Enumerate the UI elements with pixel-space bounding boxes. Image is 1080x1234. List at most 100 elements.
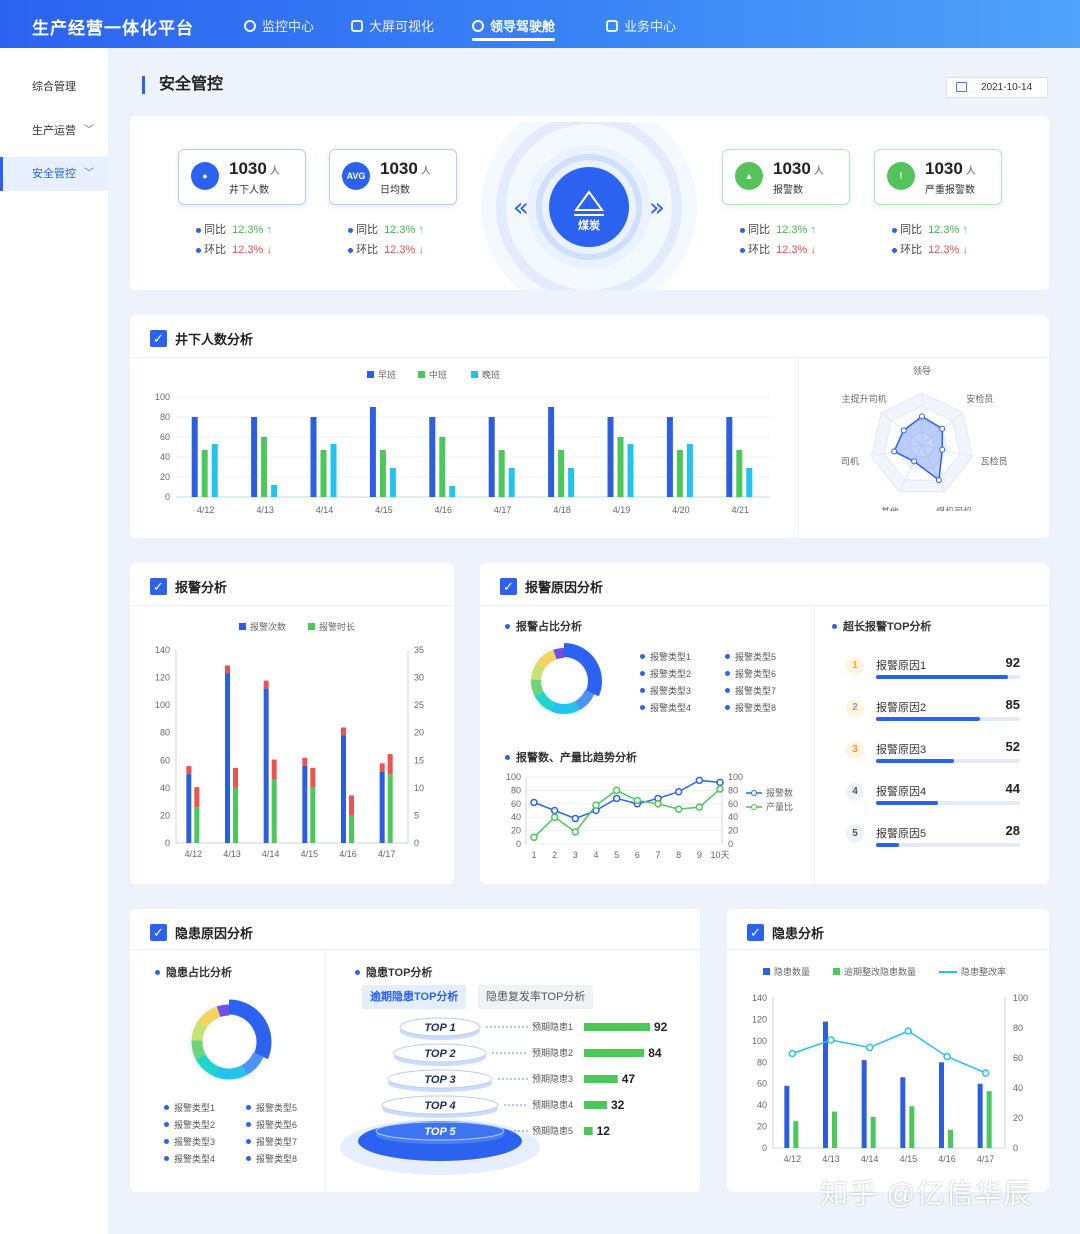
series-point (716, 778, 724, 787)
tab-overdue-top[interactable]: 逾期隐患TOP分析 (362, 985, 467, 1009)
pyramid-item-label: 预期隐患3 (532, 1073, 573, 1084)
stat-card-alarm[interactable]: ▲ 1030 人 报警数 (722, 149, 850, 205)
bar (870, 1116, 876, 1148)
donut-slice (228, 999, 272, 1060)
stat-card-daily-avg[interactable]: AVG 1030 人 日均数 (329, 149, 457, 205)
y-right-tick-label: 30 (414, 673, 424, 683)
series-point (904, 1027, 913, 1035)
stat-card-severe-alarm[interactable]: ! 1030 人 严重报警数 (874, 149, 1002, 205)
nav-business-center[interactable]: 业务中心 (606, 16, 676, 35)
stat-card-underground[interactable]: ● 1030 人 井下人数 (178, 149, 306, 205)
series-point (865, 1043, 874, 1052)
app-title: 生产经营一体化平台 (32, 19, 194, 38)
bar (341, 735, 346, 843)
y-tick-label: 0 (165, 838, 170, 848)
y-right-tick-label: 10 (414, 783, 424, 793)
y-tick-label: 40 (511, 812, 521, 822)
y-tick-label: 80 (160, 412, 170, 422)
arrow-up-icon: ↑ (263, 224, 272, 236)
alarm-ratio-donut (528, 643, 602, 717)
bar (900, 1077, 906, 1148)
bar (823, 1021, 828, 1148)
sidebar-item-general[interactable]: 综合管理 (32, 81, 76, 93)
bar (387, 774, 393, 843)
x-tick-label: 4/15 (375, 505, 393, 515)
x-tick-label: 4/16 (435, 505, 453, 515)
x-tick-label: 4/17 (378, 849, 396, 859)
y-right-tick-label: 100 (1013, 993, 1028, 1003)
bar-overflow (310, 767, 316, 788)
stat-compare-3: 同比 12.3% ↑ 环比 12.3% ↓ (892, 220, 968, 260)
miner-icon: ● (191, 162, 219, 190)
pyramid-rank-label: TOP 5 (424, 1126, 456, 1138)
y-right-tick-label: 80 (1013, 1023, 1023, 1033)
top-rank-item: 5 报警原因5 28 (846, 819, 1020, 849)
bar (488, 417, 495, 497)
y-tick-label: 60 (757, 1079, 767, 1089)
legend-item: 报警类型5 (246, 1101, 297, 1114)
bar (379, 771, 385, 843)
pyramid-bar (584, 1049, 645, 1057)
arrow-down-icon: ↓ (959, 244, 968, 256)
alarm-cause-panel: ✓ 报警原因分析 报警占比分析 报警类型1 报警类型2 报警类型3 报警类型4 报警类型5… (480, 563, 1049, 884)
bar-overflow (271, 759, 277, 780)
legend-item: 报警类型4 (164, 1152, 215, 1165)
pyramid-rank-label: TOP 1 (424, 1022, 455, 1034)
panel-title: 隐患原因分析 (175, 926, 254, 941)
x-tick-label: 4/14 (262, 849, 280, 859)
nav-leader-cockpit[interactable]: 领导驾驶舱 (472, 16, 556, 41)
legend-item: 报警类型6 (725, 667, 776, 680)
stat-compare-0: 同比 12.3% ↑ 环比 12.3% ↓ (196, 220, 272, 260)
bar (320, 450, 327, 497)
x-tick-label: 8 (676, 850, 681, 860)
top-rank-item: 4 报警原因4 44 (846, 777, 1020, 807)
pyramid-value: 84 (648, 1046, 662, 1060)
page-title: 安全管控 (142, 76, 223, 94)
panel-title: 报警分析 (175, 580, 228, 595)
bar (676, 450, 683, 497)
section-title: 超长报警TOP分析 (843, 621, 932, 633)
calendar-icon (956, 82, 967, 92)
rank-badge-icon: 3 (846, 741, 864, 759)
y-tick-label: 40 (757, 1100, 767, 1110)
legend-item: 晚班 (471, 368, 500, 381)
legend-item: 报警类型1 (164, 1101, 215, 1114)
arrow-down-icon: ↓ (263, 244, 272, 256)
avg-icon: AVG (342, 162, 370, 190)
alarm-panel: ✓ 报警分析 报警次数 报警时长 0 20 40 60 80 100 120 140 0 5 10 15… (130, 563, 454, 884)
y-tick-label: 80 (757, 1057, 767, 1067)
donut-slice (574, 689, 595, 711)
bar (261, 437, 268, 497)
series-point (695, 776, 704, 785)
y-right-tick-label: 20 (414, 728, 424, 738)
y-right-tick-label: 0 (728, 839, 733, 849)
pyramid-layer (375, 1121, 505, 1141)
series-point (530, 798, 538, 807)
date-picker[interactable]: 2021-10-14 (946, 77, 1048, 98)
mountain-icon (574, 190, 604, 211)
nav-big-screen[interactable]: 大屏可视化 (351, 16, 434, 35)
radar-area (893, 415, 944, 482)
sidebar-item-production[interactable]: 生产运营 ﹀ (0, 114, 108, 148)
legend-item: 中班 (418, 368, 447, 381)
nav-monitor-center[interactable]: 监控中心 (244, 16, 314, 35)
donut-slice (563, 643, 602, 697)
bar (498, 450, 505, 497)
stat-compare-2: 同比 12.3% ↑ 环比 12.3% ↓ (740, 220, 816, 260)
tab-recurrence-top[interactable]: 隐患复发率TOP分析 (478, 985, 594, 1009)
bar-overflow (186, 766, 192, 775)
sidebar-item-safety[interactable]: 安全管控 ﹀ (0, 157, 108, 191)
alarm-bar-chart: 0 20 40 60 80 100 120 140 0 5 10 15 20 25 30 35 4/12 4/13… (155, 645, 424, 859)
legend-item: 报警数 (766, 787, 793, 798)
pyramid-layer (393, 1043, 487, 1063)
series-point (674, 805, 683, 813)
y-tick-label: 0 (165, 492, 170, 502)
underground-bar-chart: 0 20 40 60 80 100 4/12 4/13 4/14 4/15 4/16 4/17 4/18… (155, 392, 770, 515)
radar-axis-label: 其他 (881, 506, 899, 511)
legend-item: 逾期整改隐患数量 (833, 965, 916, 978)
bar (369, 407, 376, 497)
pyramid-item-label: 预期隐患1 (532, 1021, 573, 1032)
x-tick-label: 4/15 (900, 1154, 918, 1164)
donut-slice (191, 1040, 206, 1060)
x-tick-label: 9 (697, 850, 702, 860)
